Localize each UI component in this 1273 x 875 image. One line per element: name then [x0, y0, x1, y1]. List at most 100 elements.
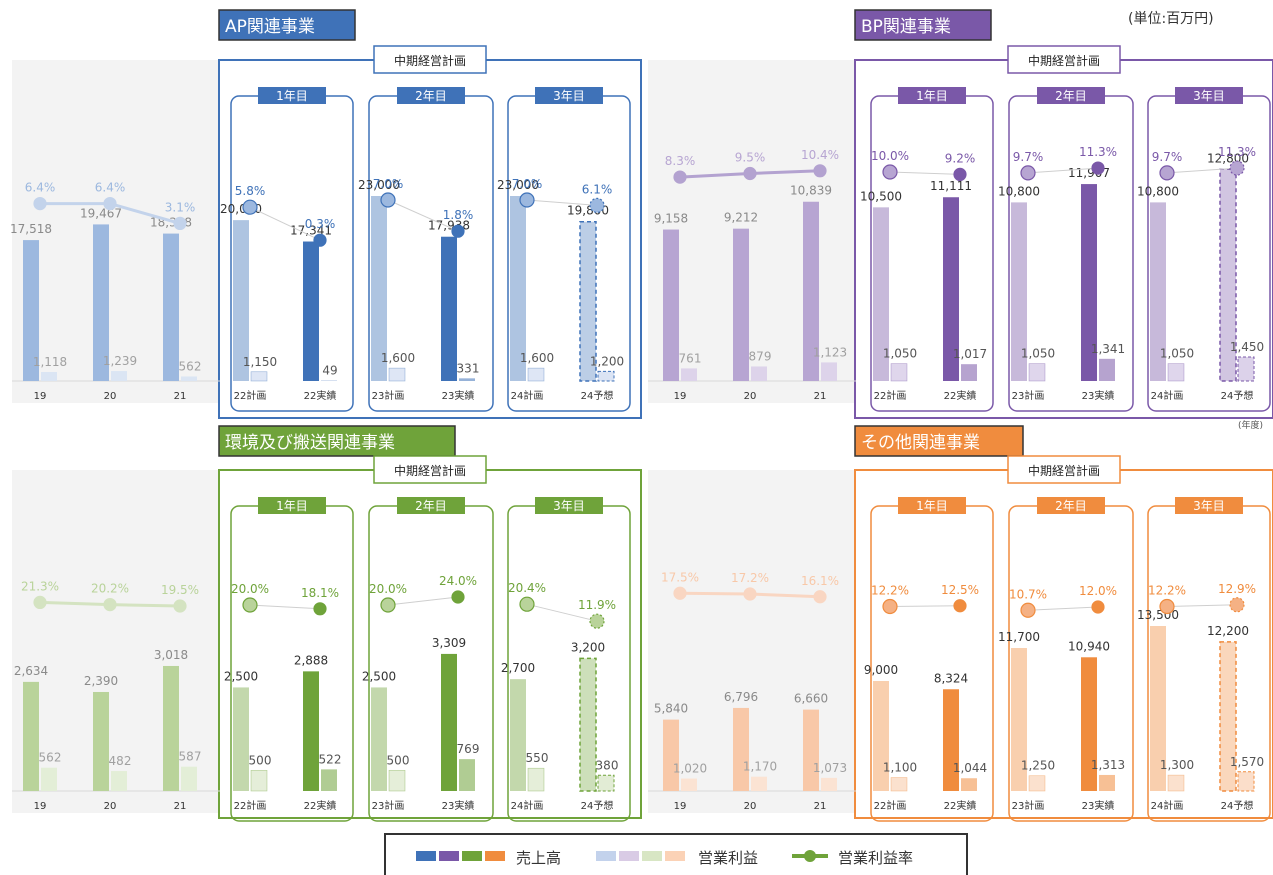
sales-value-label: 2,500: [224, 669, 258, 683]
sales-bar: [803, 710, 819, 791]
margin-value-label: 24.0%: [439, 574, 477, 588]
margin-value-label: 5.8%: [235, 184, 266, 198]
legend: 売上高 営業利益 営業利益率: [384, 833, 968, 875]
legend-profit-label: 営業利益: [698, 847, 758, 868]
profit-bar: [1029, 364, 1045, 381]
margin-point: [34, 596, 46, 608]
sales-value-label: 10,800: [998, 184, 1040, 198]
sales-bar: [441, 237, 457, 381]
category-tick-label: 23計画: [1012, 799, 1045, 812]
sales-bar: [233, 687, 249, 791]
margin-value-label: 20.4%: [508, 581, 546, 595]
profit-value-label: 769: [457, 742, 480, 756]
profit-bar: [1099, 359, 1115, 381]
margin-connector: [1167, 605, 1237, 607]
profit-value-label: 1,100: [883, 761, 917, 775]
margin-value-label: 0.3%: [305, 217, 336, 231]
profit-value-label: 1,044: [953, 761, 987, 775]
margin-point: [590, 198, 604, 212]
category-tick-label: 24計画: [511, 389, 544, 402]
profit-bar: [181, 767, 197, 791]
segment-title: 環境及び搬送関連事業: [225, 433, 395, 453]
sales-bar: [663, 230, 679, 381]
profit-bar: [1168, 775, 1184, 791]
sales-value-label: 10,800: [1137, 184, 1179, 198]
sales-value-label: 6,796: [724, 690, 758, 704]
year-label: 2年目: [1055, 499, 1087, 513]
profit-bar: [891, 364, 907, 381]
legend-margin-icon: [790, 848, 830, 864]
profit-value-label: 49: [322, 364, 337, 378]
margin-point: [1160, 166, 1174, 180]
sales-bar: [303, 671, 319, 791]
category-tick-label: 22実績: [304, 389, 337, 402]
profit-bar: [681, 368, 697, 381]
profit-value-label: 587: [179, 750, 202, 764]
legend-sales-swatch-2: [439, 851, 459, 861]
category-tick-label: 21: [174, 801, 187, 812]
category-tick-label: 23計画: [372, 389, 405, 402]
sales-value-label: 10,940: [1068, 639, 1110, 653]
category-tick-label: 22計画: [234, 389, 267, 402]
legend-sales-swatch-1: [416, 851, 436, 861]
category-tick-label: 23実績: [1082, 389, 1115, 402]
profit-value-label: 1,050: [1160, 347, 1194, 361]
category-tick-label: 23計画: [1012, 389, 1045, 402]
margin-point: [520, 193, 534, 207]
year-label: 3年目: [1193, 499, 1225, 513]
margin-value-label: 9.5%: [735, 151, 766, 165]
profit-value-label: 380: [596, 758, 619, 772]
profit-bar: [821, 778, 837, 791]
margin-value-label: 3.1%: [165, 200, 196, 214]
profit-value-label: 1,239: [103, 354, 137, 368]
sales-bar: [943, 689, 959, 791]
category-tick-label: 22計画: [874, 799, 907, 812]
profit-bar: [891, 778, 907, 791]
category-tick-label: 19: [34, 391, 47, 402]
profit-value-label: 1,170: [743, 760, 777, 774]
margin-value-label: 18.1%: [301, 586, 339, 600]
profit-value-label: 522: [319, 752, 342, 766]
margin-connector: [250, 605, 320, 609]
margin-value-label: 10.4%: [801, 148, 839, 162]
profit-bar: [1029, 776, 1045, 791]
margin-point: [1160, 600, 1174, 614]
profit-bar: [41, 372, 57, 381]
sales-bar: [510, 679, 526, 791]
legend-sales-swatch-3: [462, 851, 482, 861]
category-tick-label: 24計画: [1151, 799, 1184, 812]
sales-value-label: 9,212: [724, 211, 758, 225]
sales-value-label: 2,700: [501, 661, 535, 675]
category-tick-label: 20: [744, 801, 757, 812]
margin-point: [243, 598, 257, 612]
profit-bar: [681, 779, 697, 791]
profit-value-label: 1,123: [813, 345, 847, 359]
margin-point: [814, 591, 826, 603]
plan-label: 中期経営計画: [394, 463, 466, 478]
category-tick-label: 23計画: [372, 799, 405, 812]
margin-point: [381, 598, 395, 612]
profit-value-label: 1,570: [1230, 755, 1264, 769]
mid-term-plan-box: [855, 60, 1273, 418]
category-tick-label: 21: [814, 391, 827, 402]
profit-bar: [598, 775, 614, 791]
margin-point: [744, 168, 756, 180]
category-tick-label: 24計画: [511, 799, 544, 812]
sales-bar: [441, 654, 457, 791]
sales-value-label: 9,000: [864, 663, 898, 677]
category-tick-label: 22実績: [304, 799, 337, 812]
profit-value-label: 1,200: [590, 354, 624, 368]
profit-bar: [751, 366, 767, 381]
profit-bar: [961, 364, 977, 381]
plan-label: 中期経営計画: [1028, 53, 1100, 68]
sales-bar: [733, 229, 749, 381]
margin-point: [814, 165, 826, 177]
profit-value-label: 761: [679, 351, 702, 365]
profit-value-label: 500: [387, 753, 410, 767]
margin-value-label: 20.2%: [91, 582, 129, 596]
category-tick-label: 19: [34, 801, 47, 812]
profit-bar: [389, 368, 405, 381]
sales-value-label: 17,518: [10, 222, 52, 236]
